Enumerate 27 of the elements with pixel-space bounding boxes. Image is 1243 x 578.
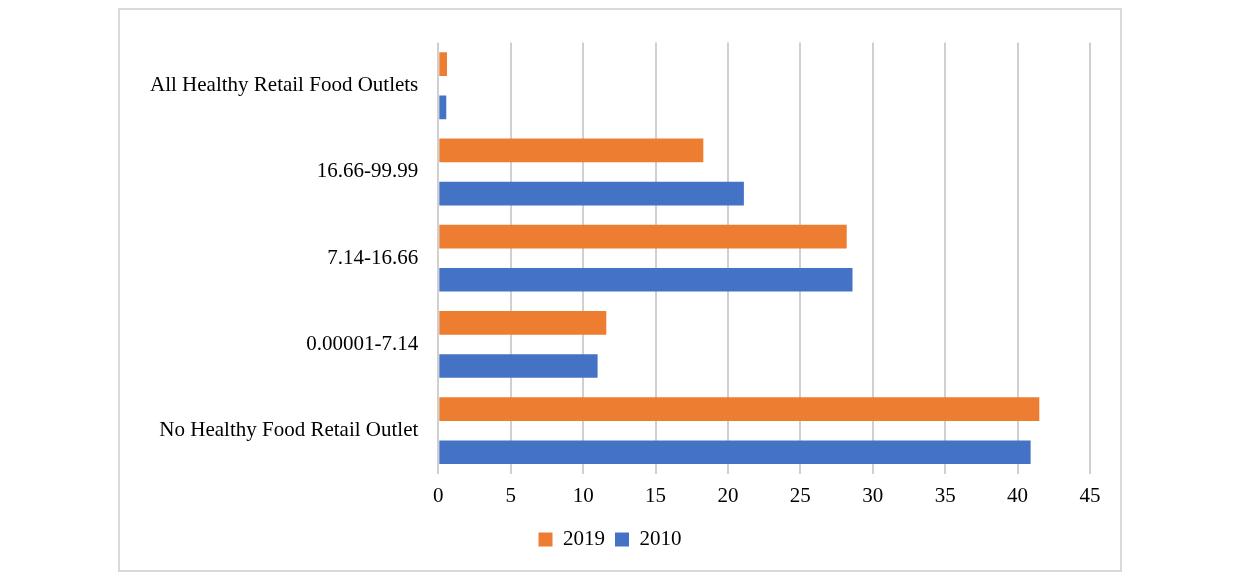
y-tick-label: 7.14-16.66 xyxy=(327,244,419,269)
y-tick-label: All Healthy Retail Food Outlets xyxy=(149,72,419,97)
x-tick-label: 25 xyxy=(789,482,811,507)
bar xyxy=(439,440,1031,465)
bar xyxy=(439,311,607,335)
x-tick-label: 40 xyxy=(1007,482,1029,507)
bar xyxy=(439,397,1040,421)
x-tick-label: 35 xyxy=(934,482,956,507)
bar xyxy=(439,354,598,378)
x-tick-label: 0 xyxy=(433,482,444,507)
x-tick-label: 30 xyxy=(862,482,884,507)
legend-label: 2010 xyxy=(639,526,682,551)
bar xyxy=(439,52,447,77)
bar xyxy=(439,95,447,120)
bar xyxy=(439,181,744,206)
y-tick-label: 0.00001-7.14 xyxy=(306,330,419,355)
x-tick-label: 20 xyxy=(717,482,739,507)
bar xyxy=(439,138,704,163)
legend-label: 2019 xyxy=(563,526,605,551)
x-tick-label: 10 xyxy=(572,482,594,507)
x-tick-label: 15 xyxy=(645,482,667,507)
x-tick-label: 5 xyxy=(505,482,516,507)
y-tick-label: 16.66-99.99 xyxy=(316,158,419,183)
bar xyxy=(439,224,847,249)
x-tick-label: 45 xyxy=(1079,482,1101,507)
y-tick-label: No Healthy Food Retail Outlet xyxy=(159,417,419,442)
bar xyxy=(439,267,853,292)
